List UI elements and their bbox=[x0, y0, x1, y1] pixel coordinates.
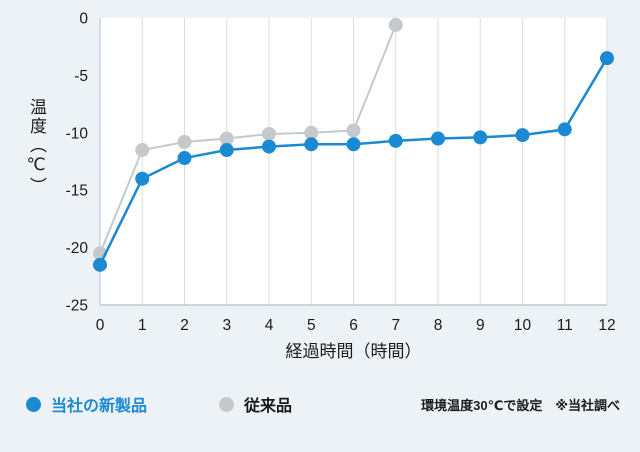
x-tick-label: 11 bbox=[557, 317, 573, 334]
new-product-data-point bbox=[219, 143, 234, 158]
new-product-data-point bbox=[515, 128, 530, 143]
y-tick-label: -10 bbox=[66, 125, 89, 142]
new-product-data-point bbox=[388, 133, 403, 148]
conventional-product-data-point bbox=[177, 134, 192, 149]
new-product-data-point bbox=[473, 130, 488, 145]
legend-footnote: 環境温度30℃で設定 ※当社調べ bbox=[421, 397, 620, 413]
chart-legend: 当社の新製品 従来品 環境温度30℃で設定 ※当社調べ bbox=[0, 392, 640, 416]
conventional-product-data-point bbox=[262, 126, 276, 141]
y-tick-label: -20 bbox=[66, 240, 89, 257]
conventional-product-data-point bbox=[219, 131, 234, 146]
y-axis-title: 温度（℃） bbox=[27, 98, 46, 196]
conventional-product-legend-dot-icon bbox=[219, 396, 235, 412]
chart-canvas: 0-5-10-15-20-250 1 2 3 4 5 6 7 8 9 10 11 12 bbox=[66, 11, 616, 335]
conventional-product-data-point bbox=[135, 143, 150, 158]
new-product-legend-dot-icon bbox=[26, 396, 41, 412]
legend-label-conventional-product: 従来品 bbox=[244, 398, 293, 415]
legend-item-new-product: 当社の新製品 bbox=[26, 392, 147, 416]
new-product-data-point bbox=[304, 137, 319, 152]
x-tick-label: 8 bbox=[434, 317, 443, 334]
y-tick-label: -15 bbox=[66, 183, 88, 200]
x-tick-label: 4 bbox=[265, 317, 274, 334]
y-tick-label: 0 bbox=[79, 11, 88, 28]
x-axis-title: 経過時間（時間） bbox=[285, 342, 422, 361]
conventional-product-line bbox=[99, 24, 397, 254]
temperature-line-chart: 温度（℃） 0 -5 -10 -15 -20 -25 0 1 2 3 4 5 6 7 8 9 10 11 12 経過… bbox=[27, 11, 616, 362]
new-product-data-point bbox=[177, 151, 192, 166]
y-tick-label: -25 bbox=[66, 298, 88, 315]
new-product-data-point bbox=[93, 257, 107, 272]
conventional-product-data-point bbox=[304, 125, 319, 140]
x-tick-label: 6 bbox=[349, 317, 358, 334]
y-tick-label: -5 bbox=[74, 68, 88, 85]
new-product-data-point bbox=[557, 122, 572, 137]
x-tick-label: 1 bbox=[138, 317, 147, 334]
x-tick-label: 10 bbox=[514, 317, 532, 334]
new-product-data-point bbox=[262, 139, 276, 154]
x-tick-label: 0 bbox=[96, 317, 105, 334]
new-product-data-point bbox=[431, 131, 445, 146]
x-tick-label: 9 bbox=[476, 317, 485, 334]
x-tick-label: 3 bbox=[222, 317, 231, 334]
legend-item-conventional-product: 従来品 bbox=[219, 392, 292, 416]
conventional-product-data-point bbox=[388, 17, 403, 32]
conventional-product-data-point bbox=[346, 123, 361, 138]
legend-label-new-product: 当社の新製品 bbox=[51, 398, 148, 415]
new-product-data-point bbox=[346, 137, 361, 152]
x-tick-label: 12 bbox=[598, 317, 615, 334]
new-product-data-point bbox=[135, 171, 150, 186]
x-tick-label: 7 bbox=[391, 317, 400, 334]
x-tick-label: 2 bbox=[180, 317, 189, 334]
new-product-data-point bbox=[600, 51, 614, 66]
x-tick-label: 5 bbox=[307, 317, 316, 334]
